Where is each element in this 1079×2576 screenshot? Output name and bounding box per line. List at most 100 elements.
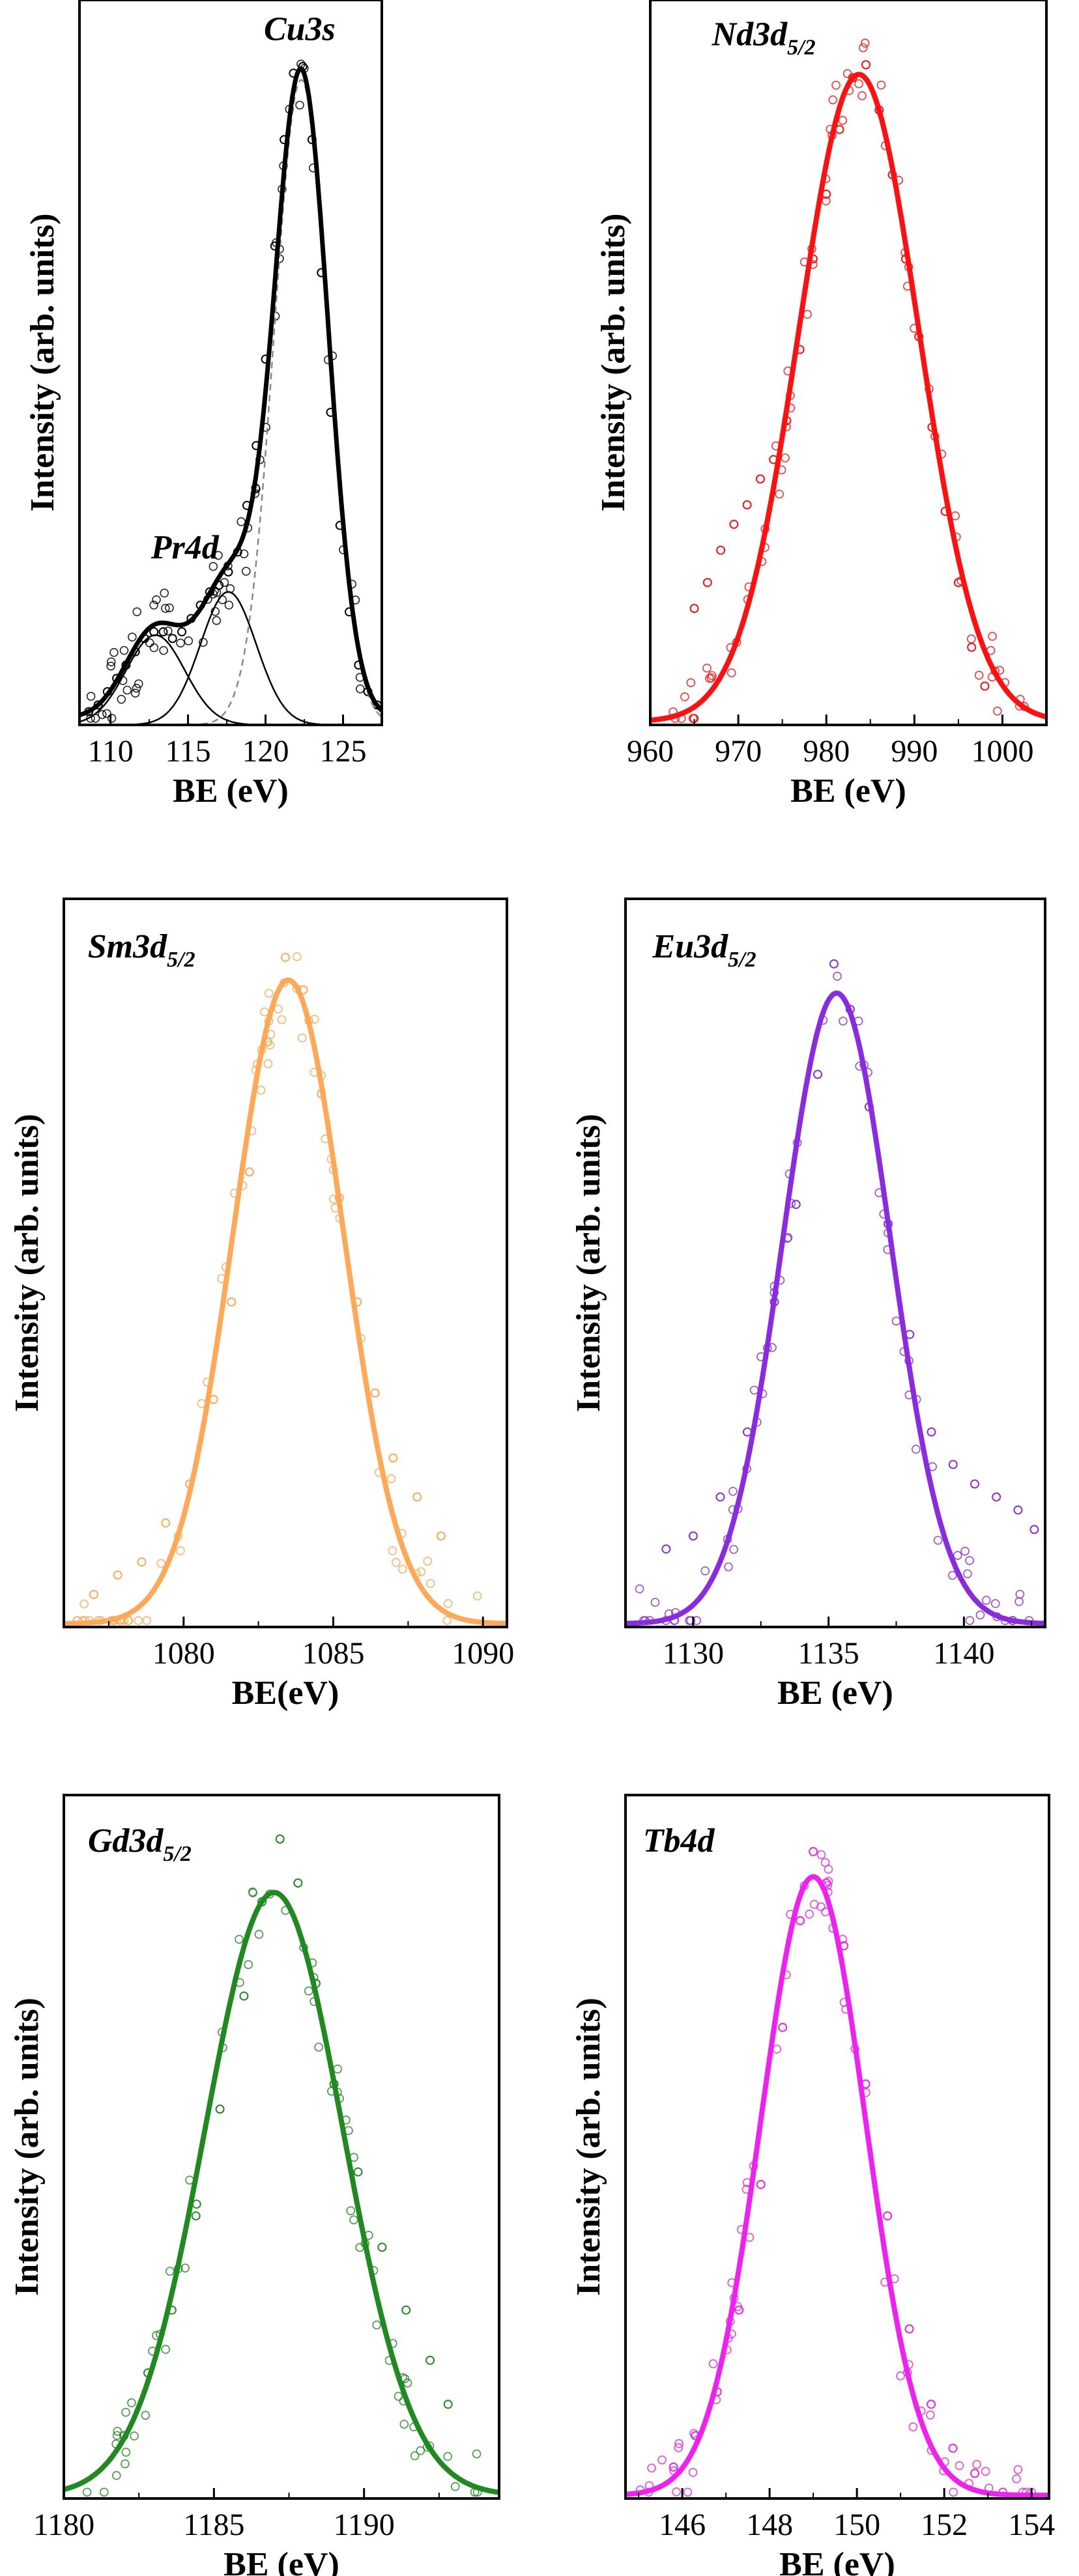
data-point-cloud (948, 1570, 957, 1580)
data-point-cloud (224, 601, 234, 610)
data-point-cloud (926, 2411, 935, 2420)
data-point-cloud (134, 679, 143, 688)
data-point (401, 2305, 411, 2315)
x-tick-label: 1085 (302, 1636, 365, 1671)
data-point-cloud (149, 643, 159, 653)
chart-pr4d-cu3s: 110 115 120 125 BE (eV) Intensity (arb. units… (24, 0, 383, 810)
data-point-cloud (912, 1445, 921, 1454)
data-point (669, 2462, 678, 2472)
data-point-cloud (355, 684, 365, 694)
panel-label-subscript: 5/2 (728, 948, 756, 972)
data-point-cloud (702, 664, 712, 673)
data-point-cloud (333, 2064, 342, 2074)
data-point-cloud (975, 1610, 985, 1620)
data-point-cloud (386, 1474, 396, 1484)
data-point (729, 519, 739, 529)
x-tick-label: 150 (833, 2508, 880, 2542)
panel-label: Gd3d5/2 (88, 1822, 192, 1866)
data-point-cloud (349, 2215, 358, 2224)
data-point-cloud (293, 952, 302, 961)
data-point-cloud (966, 634, 976, 644)
data-point-cloud (443, 2452, 452, 2461)
data-point-cloud (265, 1040, 274, 1050)
data-point-cloud (127, 2398, 136, 2407)
data-point-cloud (1015, 1589, 1025, 1599)
data-point-cloud (410, 2451, 420, 2461)
data-point-cloud (689, 2429, 698, 2438)
x-axis-label: BE (eV) (779, 2546, 895, 2576)
data-point (796, 1916, 805, 1925)
data-point-cloud (263, 1059, 273, 1069)
data-point-cloud (295, 100, 304, 110)
data-point-cloud (165, 603, 174, 613)
data-point-cloud (824, 1865, 833, 1874)
data-point-cloud (955, 2461, 964, 2470)
x-axis-label: BE (eV) (223, 2546, 339, 2576)
data-point (715, 1492, 725, 1502)
data-point-cloud (392, 1557, 401, 1567)
x-tick-label: 1130 (663, 1636, 724, 1671)
data-point-cloud (274, 1004, 283, 1013)
data-point-cloud (209, 561, 218, 571)
data-point-cloud (647, 2463, 656, 2473)
data-point-cloud (672, 2487, 681, 2497)
data-point-cloud (86, 692, 96, 701)
plot-area (626, 1847, 1049, 2498)
x-tick-label: 115 (165, 734, 210, 769)
y-axis-label: Intensity (arb. units) (8, 1998, 46, 2296)
data-point-cloud (700, 1566, 710, 1576)
x-tick-label: 1190 (334, 2508, 395, 2542)
data-point-cloud (82, 2487, 92, 2497)
data-point-cloud (803, 309, 812, 319)
data-point-cloud (974, 670, 984, 680)
fit-curve (650, 72, 1046, 723)
data-point-cloud (963, 1569, 972, 1579)
data-point-cloud (706, 673, 716, 683)
data-point-cloud (965, 1616, 975, 1625)
plot-frame (649, 0, 1048, 726)
data-point (227, 1297, 237, 1307)
data-point-cloud (688, 2468, 698, 2477)
x-tick-label: 1135 (798, 1636, 859, 1671)
data-point-cloud (838, 116, 848, 125)
data-point (904, 2324, 914, 2334)
panel-label: Sm3d5/2 (88, 928, 195, 972)
plot-frame (624, 898, 1046, 1628)
data-point-cloud (953, 1551, 962, 1560)
x-tick-label: 990 (891, 734, 938, 769)
data-point-cloud (398, 1564, 407, 1574)
data-point-cloud (674, 2439, 683, 2448)
data-point (809, 1847, 818, 1856)
data-point-cloud (176, 1546, 185, 1555)
data-point (281, 952, 290, 962)
data-point-cloud (828, 95, 838, 105)
data-point-cloud (450, 2482, 460, 2491)
data-point-cloud (254, 1929, 264, 1939)
panel-label: Eu3d5/2 (652, 928, 756, 972)
data-point-cloud (165, 2267, 175, 2276)
data-point-cloud (388, 1546, 397, 1555)
data-point-cloud (113, 2427, 122, 2436)
data-point-cloud (981, 2467, 990, 2476)
data-point-cloud (97, 710, 107, 719)
data-point-cloud (239, 549, 249, 559)
data-point-cloud (635, 1584, 644, 1594)
data-point-cloud (264, 989, 274, 998)
fit-component (79, 79, 382, 725)
plot-frame (78, 0, 383, 726)
data-point (239, 1991, 249, 2001)
fit-curve (626, 1874, 1049, 2498)
data-point (702, 578, 712, 587)
data-point-cloud (842, 69, 852, 78)
data-point-cloud (772, 2045, 781, 2054)
chart-tb4d: 146 148 150 152 154 BE (eV) Intensity (arb. un… (570, 1794, 1055, 2576)
data-point-cloud (472, 2449, 482, 2459)
y-axis-label: Intensity (arb. units) (8, 1114, 46, 1412)
data-point-cloud (130, 688, 140, 698)
data-point (137, 1557, 147, 1567)
x-tick-label: 148 (746, 2508, 793, 2542)
data-point (829, 959, 839, 969)
data-point-cloud (857, 91, 867, 100)
data-point-cloud (1014, 1597, 1024, 1606)
x-tick-label: 120 (242, 734, 289, 769)
